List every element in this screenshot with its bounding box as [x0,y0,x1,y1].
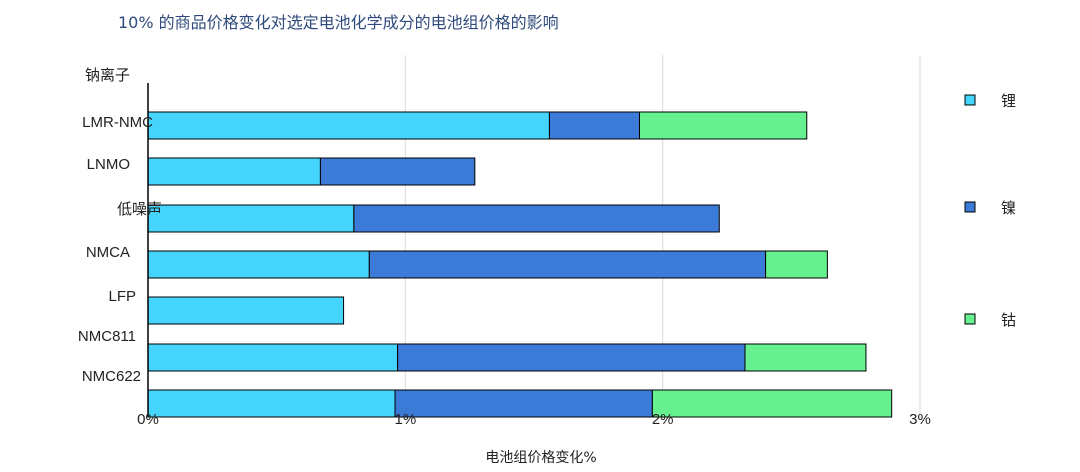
category-labels: 钠离子 LMR-NMC LNMO 低噪声 NMCA LFP NMC811 NMC622 [78,67,162,385]
category-label-5: LFP [108,288,136,305]
category-label-3: 低噪声 [117,200,162,218]
category-label-0: 钠离子 [85,67,130,84]
bar-4-0 [147,250,370,279]
x-tick-label-2: 2% [652,411,674,428]
bar-6-0 [147,343,399,372]
bar-2-0 [147,157,321,186]
bar-2-1 [319,157,476,186]
category-label-2: LNMO [87,156,130,173]
legend-swatch-1 [964,201,976,213]
category-label-4: NMCA [86,244,130,261]
bar-1-0 [147,111,550,140]
legend-swatch-0 [964,94,976,106]
x-tick-label-3: 3% [909,411,931,428]
bar-7-1 [394,389,653,418]
bar-4-1 [368,250,767,279]
legend-label-2: 钴 [1001,311,1016,329]
bar-6-2 [744,343,867,372]
x-tick-label-1: 1% [394,411,416,428]
bar-5-0 [147,296,345,325]
bar-3-0 [147,204,355,233]
bar-6-1 [397,343,746,372]
bar-1-1 [548,111,641,140]
legend-label-0: 锂 [1001,92,1016,110]
x-tick-label-0: 0% [137,411,159,428]
category-label-1: LMR-NMC [82,114,153,131]
legend-swatch-2 [964,313,976,325]
legend: 锂镍钴 [964,92,1016,329]
bar-7-0 [147,389,396,418]
legend-label-1: 镍 [1001,199,1016,217]
bar-3-1 [353,204,720,233]
category-label-7: NMC622 [82,368,141,385]
bar-4-2 [765,250,828,279]
bar-7-2 [651,389,893,418]
bar-1-2 [639,111,808,140]
x-axis-title: 电池组价格变化% [485,450,596,466]
category-label-6: NMC811 [78,328,136,345]
bars [147,111,893,418]
chart-title: 10% 的商品价格变化对选定电池化学成分的电池组价格的影响 [118,13,559,32]
x-tick-labels: 0% 1% 2% 3% [137,411,931,428]
